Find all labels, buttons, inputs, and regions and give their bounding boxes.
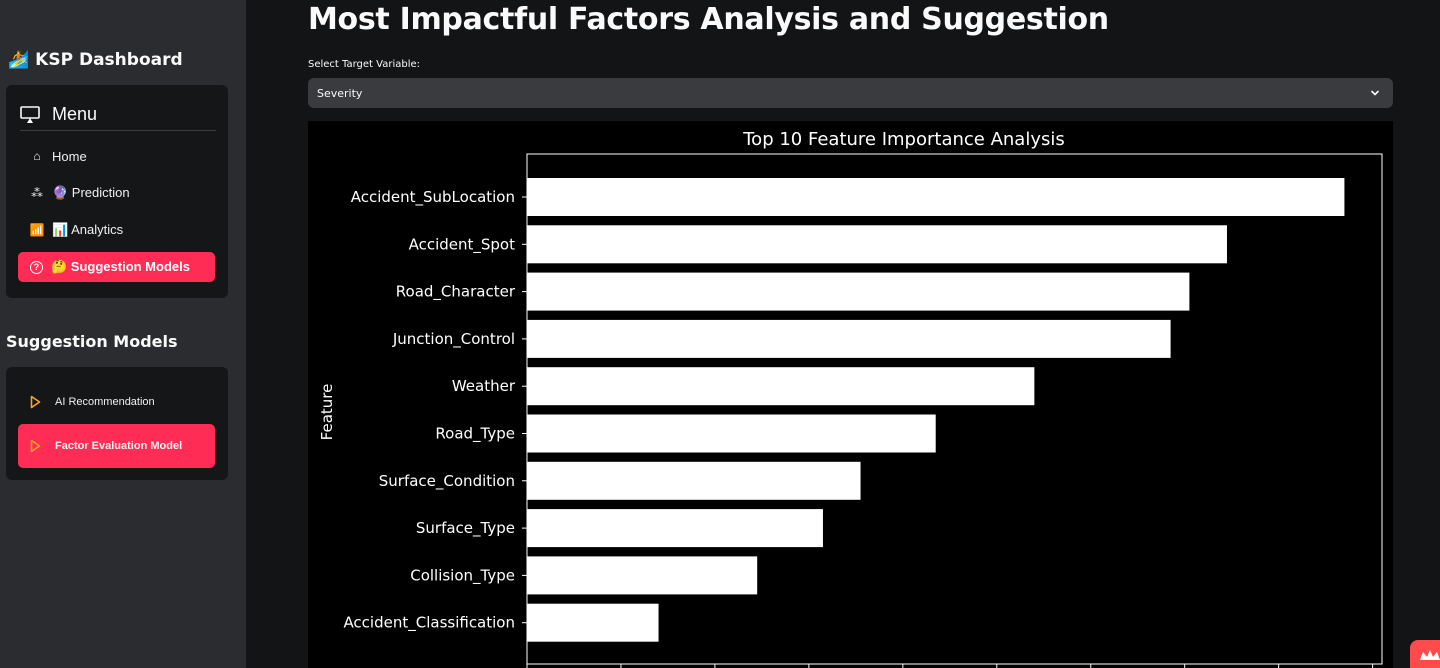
menu-item-1[interactable]: ⁂ 🔮 Prediction: [18, 178, 215, 208]
chevron-down-icon: [1371, 90, 1379, 96]
menu-item-3[interactable]: ? 🤔 Suggestion Models: [18, 252, 215, 282]
suggestion-item-1[interactable]: Factor Evaluation Model: [18, 424, 215, 468]
bar-accident-classification: [527, 603, 659, 642]
menu-item-label: Home: [52, 148, 87, 164]
y-tick-label: Accident_SubLocation: [351, 188, 515, 207]
suggestion-models-card: AI Recommendation Factor Evaluation Model: [6, 367, 228, 480]
feature-importance-chart: Top 10 Feature Importance Analysis Featu…: [308, 121, 1393, 668]
bar-weather: [527, 367, 1035, 406]
bar-surface-type: [527, 509, 823, 548]
suggestion-item-label: AI Recommendation: [55, 396, 155, 408]
play-icon: [30, 395, 41, 409]
menu-item-2[interactable]: 📶 📊 Analytics: [18, 215, 215, 245]
play-icon: [30, 439, 41, 453]
y-tick-label: Road_Character: [396, 283, 516, 302]
y-tick-label: Collision_Type: [410, 566, 515, 585]
y-tick-label: Accident_Spot: [409, 235, 516, 254]
y-tick-label: Surface_Type: [416, 519, 515, 538]
suggestion-item-label: Factor Evaluation Model: [55, 440, 183, 452]
monitor-icon: [20, 105, 40, 123]
y-tick-label: Accident_Classification: [343, 614, 515, 633]
menu-item-label: 🔮 Prediction: [52, 185, 130, 200]
suggestion-item-0[interactable]: AI Recommendation: [18, 380, 215, 424]
suggestion-models-heading: Suggestion Models: [6, 332, 178, 351]
streamlit-button[interactable]: [1410, 640, 1440, 668]
select-target-label: Select Target Variable:: [308, 59, 421, 70]
menu-header: Menu: [20, 99, 216, 131]
y-tick-label: Junction_Control: [392, 330, 515, 349]
target-variable-select[interactable]: Severity: [308, 78, 1393, 108]
menu-item-0[interactable]: ⌂ Home: [18, 141, 215, 171]
bar-collision-type: [527, 556, 758, 595]
menu-title: Menu: [52, 104, 98, 124]
bar-surface-condition: [527, 461, 861, 500]
target-variable-value: Severity: [317, 86, 363, 100]
menu-item-label: 📊 Analytics: [52, 222, 124, 237]
sidebar: 🏄 KSP Dashboard Menu ⌂ Home ⁂ 🔮 Prediction 📶…: [0, 0, 246, 668]
bar-accident-spot: [527, 225, 1227, 264]
bar-accident-sublocation: [527, 178, 1345, 216]
surfer-icon: 🏄: [8, 50, 30, 70]
help-circle-icon: ?: [30, 260, 43, 274]
brand: 🏄 KSP Dashboard: [8, 50, 183, 70]
bar-road-type: [527, 414, 936, 453]
menu-card: Menu ⌂ Home ⁂ 🔮 Prediction 📶 📊 Analytics? 🤔 Su…: [6, 85, 228, 298]
menu-item-label: 🤔 Suggestion Models: [51, 259, 190, 274]
crown-icon: [1420, 650, 1440, 660]
home-icon: ⌂: [33, 149, 41, 163]
magic-wand-icon: ⁂: [31, 186, 43, 200]
y-tick-label: Weather: [452, 377, 516, 395]
bar-junction-control: [527, 319, 1171, 358]
y-axis-label: Feature: [318, 384, 336, 441]
chart-svg: Top 10 Feature Importance Analysis Featu…: [318, 129, 1383, 668]
bar-chart-icon: 📶: [29, 223, 45, 237]
chart-title: Top 10 Feature Importance Analysis: [742, 129, 1065, 150]
page-title: Most Impactful Factors Analysis and Sugg…: [308, 2, 1109, 37]
y-tick-label: Surface_Condition: [379, 472, 515, 491]
bar-road-character: [527, 272, 1190, 311]
y-tick-label: Road_Type: [435, 425, 515, 444]
brand-title: KSP Dashboard: [35, 50, 183, 70]
plot-frame: [526, 153, 1383, 665]
